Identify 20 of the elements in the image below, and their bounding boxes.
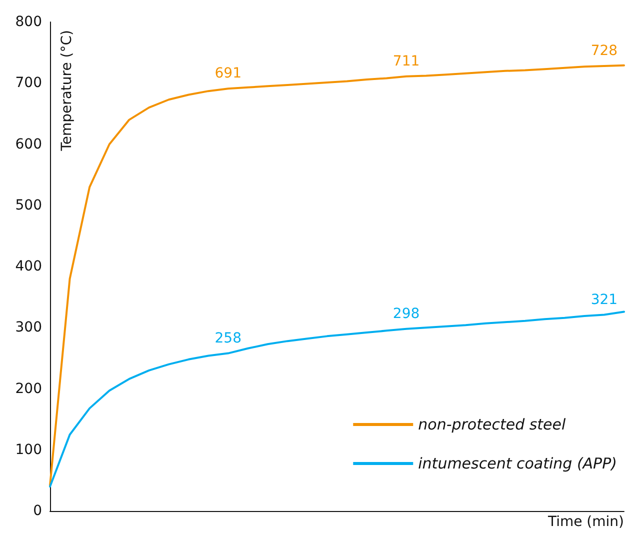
line-series: [49, 64, 625, 486]
data-label: 728: [590, 43, 618, 60]
data-label: 321: [590, 292, 618, 308]
y-tick-label: 300: [15, 320, 42, 336]
y-tick-label: 100: [15, 442, 42, 458]
data-label: 298: [392, 306, 420, 322]
legend-label: intumescent coating (APP): [418, 454, 618, 472]
y-tick-label: 200: [15, 380, 42, 397]
data-label: 691: [214, 66, 242, 82]
y-tick-label: 500: [15, 197, 42, 214]
y-axis-title: Temperature (°C): [59, 30, 75, 152]
y-tick-label: 600: [15, 136, 42, 152]
y-tick-label: 0: [33, 503, 42, 519]
y-tick-label: 400: [15, 258, 42, 274]
x-axis-title: Time (min): [546, 514, 624, 530]
data-label: 711: [392, 53, 420, 70]
y-tick-label: 700: [15, 75, 42, 92]
legend-label: non-protected steel: [418, 416, 567, 434]
y-tick-label: 800: [15, 14, 42, 30]
data-label: 258: [214, 330, 242, 346]
